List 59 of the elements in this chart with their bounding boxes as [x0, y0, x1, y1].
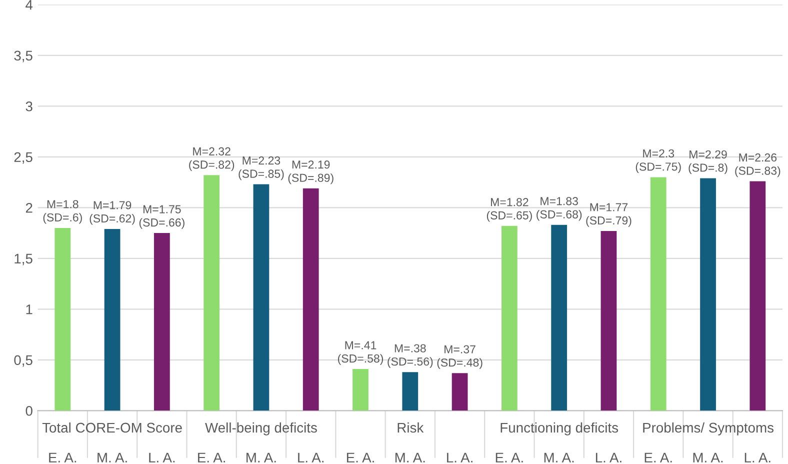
bar [54, 228, 71, 411]
bar [700, 178, 716, 411]
y-tick-label: 0 [26, 406, 32, 416]
text: Functioning deficits [500, 422, 618, 436]
data-label: M=2.26 (SD=.83) [735, 153, 780, 178]
data-label: M=1.83 (SD=.68) [536, 197, 582, 221]
bar [452, 373, 468, 411]
bar [750, 181, 766, 411]
data-label: M=1.82 (SD=.65) [486, 198, 532, 222]
bar [402, 372, 418, 411]
x-tick-label: L. A. [596, 452, 622, 462]
data-label: M=1.75 (SD=.66) [139, 205, 184, 229]
y-tick-label: 0,5 [14, 355, 32, 367]
data-label: M=2.19 (SD=.89) [288, 160, 334, 184]
x-tick-label: L. A. [447, 452, 472, 462]
y-tick-label: 2 [26, 202, 32, 213]
data-label: M=2.23 (SD=.85) [238, 156, 284, 180]
y-tick-label: 3,5 [14, 50, 32, 62]
y-tick-label: 1,5 [14, 254, 32, 266]
bar [600, 230, 617, 411]
bar [104, 228, 120, 411]
bar [253, 184, 270, 411]
bar [302, 188, 319, 411]
x-tick-label: M. A. [246, 452, 276, 462]
x-tick-label: L. A. [744, 452, 770, 462]
data-label: M=1.79 (SD=.62) [90, 201, 135, 225]
x-tick-label: E. A. [644, 452, 672, 462]
x-tick-label: M. A. [693, 452, 723, 462]
x-tick-label: E. A. [346, 452, 374, 462]
text: Total CORE-OM Score [42, 422, 182, 433]
text: Risk [398, 422, 424, 433]
y-tick-label: 2,5 [14, 152, 32, 164]
data-label: M=.41 (SD=.58) [338, 341, 384, 365]
data-label: M=1.8 (SD=.6) [43, 200, 82, 224]
x-tick-label: M. A. [395, 452, 425, 462]
y-tick-label: 3 [26, 101, 32, 112]
bar [551, 224, 568, 411]
bar [352, 369, 368, 411]
x-tick-label: M. A. [544, 452, 574, 462]
data-label: M=.38 (SD=.56) [388, 344, 433, 368]
text: Well-being deficits [205, 422, 317, 436]
x-tick-label: E. A. [198, 452, 225, 462]
data-label: M=.37 (SD=.48) [437, 345, 482, 369]
x-tick-label: E. A. [496, 452, 523, 462]
data-label: M=2.29 (SD=.8) [688, 150, 728, 174]
data-label: M=2.3 (SD=.75) [636, 149, 681, 174]
y-tick-label: 1 [26, 304, 32, 314]
x-tick-label: M. A. [98, 452, 127, 462]
bar [502, 226, 518, 411]
data-label: M=2.32 (SD=.82) [189, 147, 234, 171]
x-tick-label: L. A. [149, 452, 175, 462]
bar [650, 177, 666, 411]
x-tick-label: E. A. [49, 452, 76, 462]
bar [204, 175, 220, 411]
x-tick-label: L. A. [298, 452, 324, 462]
y-tick-label: 4 [26, 0, 33, 10]
text: Problems/ Symptoms [643, 422, 774, 436]
data-label: M=1.77 (SD=.79) [586, 203, 632, 227]
bar [154, 233, 170, 411]
